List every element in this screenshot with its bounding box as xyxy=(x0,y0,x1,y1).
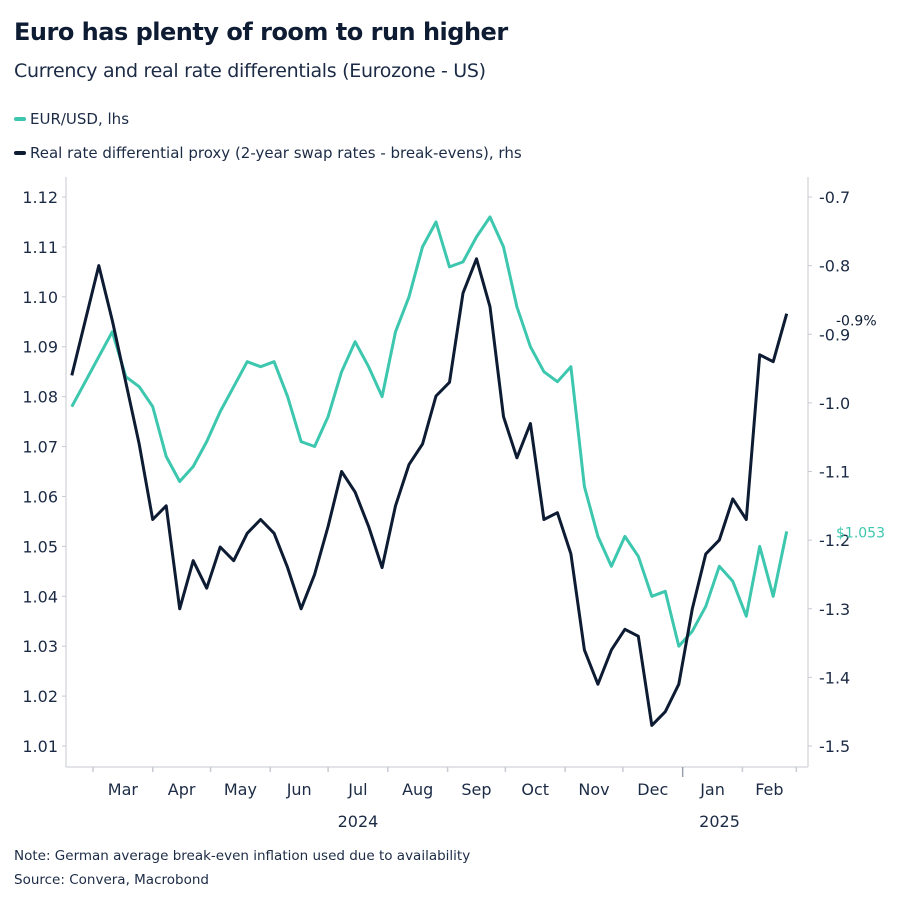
right-tick-label: -0.7 xyxy=(819,188,850,207)
real-rate-end-label: -0.9% xyxy=(836,314,877,330)
right-tick-label: -1.5 xyxy=(819,737,850,756)
right-tick-label: -0.8 xyxy=(819,257,850,276)
legend-label-real-rate: Real rate differential proxy (2-year swa… xyxy=(30,144,522,162)
left-tick-label: 1.06 xyxy=(22,487,58,506)
legend-swatch-eurusd xyxy=(14,117,26,121)
right-tick-label: -1.4 xyxy=(819,668,850,687)
legend-label-eurusd: EUR/USD, lhs xyxy=(30,110,130,128)
left-tick-label: 1.05 xyxy=(22,537,58,556)
month-tick-label: May xyxy=(224,780,257,799)
month-tick-label: Feb xyxy=(755,780,783,799)
right-tick-label: -0.9 xyxy=(819,325,850,344)
year-label-2025: 2025 xyxy=(699,812,740,831)
month-tick-label: Aug xyxy=(402,780,433,799)
month-tick-label: Nov xyxy=(578,780,609,799)
footnote: Note: German average break-even inflatio… xyxy=(14,848,471,864)
left-tick-label: 1.03 xyxy=(22,637,58,656)
month-tick-label: Jan xyxy=(699,780,725,799)
right-tick-label: -1.1 xyxy=(819,463,850,482)
month-tick-label: Jul xyxy=(347,780,367,799)
month-tick-label: Sep xyxy=(461,780,491,799)
chart-title: Euro has plenty of room to run higher xyxy=(14,18,508,46)
eurusd-line xyxy=(70,215,789,648)
month-tick-label: Dec xyxy=(637,780,668,799)
legend-item-eurusd: EUR/USD, lhs xyxy=(14,110,129,128)
year-label-2024: 2024 xyxy=(338,812,379,831)
right-tick-label: -1.2 xyxy=(819,531,850,550)
left-tick-label: 1.01 xyxy=(22,737,58,756)
source-note: Source: Convera, Macrobond xyxy=(14,872,209,888)
left-tick-label: 1.07 xyxy=(22,438,58,457)
right-tick-label: -1.3 xyxy=(819,600,850,619)
month-tick-label: Mar xyxy=(108,780,139,799)
chart-subtitle: Currency and real rate differentials (Eu… xyxy=(14,60,486,82)
right-tick-label: -1.0 xyxy=(819,394,850,413)
left-tick-label: 1.09 xyxy=(22,338,58,357)
month-tick-label: Apr xyxy=(168,780,196,799)
left-tick-label: 1.10 xyxy=(22,288,58,307)
left-tick-label: 1.11 xyxy=(22,238,58,257)
left-tick-label: 1.08 xyxy=(22,388,58,407)
left-tick-label: 1.04 xyxy=(22,587,58,606)
legend-swatch-real-rate xyxy=(14,151,26,155)
legend-item-real-rate: Real rate differential proxy (2-year swa… xyxy=(14,144,522,162)
month-tick-label: Oct xyxy=(521,780,549,799)
eurusd-end-label: $1.053 xyxy=(836,525,885,541)
real-rate-line xyxy=(70,257,789,727)
left-tick-label: 1.12 xyxy=(22,188,58,207)
left-tick-label: 1.02 xyxy=(22,687,58,706)
month-tick-label: Jun xyxy=(286,780,312,799)
